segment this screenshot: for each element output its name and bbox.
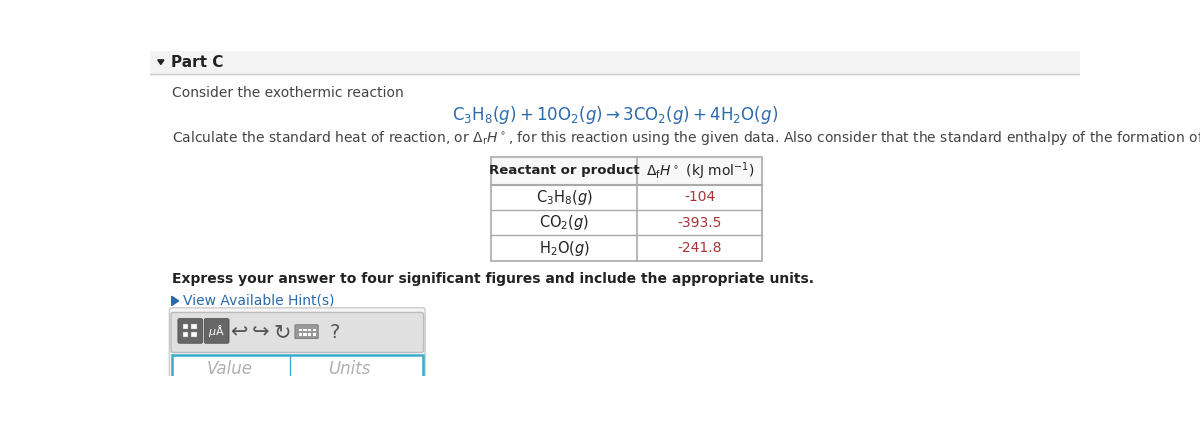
Text: $\mathrm{C_3H_8}(\mathit{g}) + \mathrm{10O_2}(\mathit{g}){\rightarrow}\mathrm{3C: $\mathrm{C_3H_8}(\mathit{g}) + \mathrm{1… <box>452 103 778 126</box>
Text: $\mu\mathrm{\AA}$: $\mu\mathrm{\AA}$ <box>209 323 226 339</box>
Bar <box>313 333 316 335</box>
Polygon shape <box>157 60 164 65</box>
Bar <box>313 329 316 331</box>
Text: -241.8: -241.8 <box>678 241 722 255</box>
FancyBboxPatch shape <box>295 325 318 338</box>
Bar <box>304 329 306 331</box>
Text: -393.5: -393.5 <box>678 216 722 230</box>
Text: $\Delta_\mathrm{f} H^\circ\ \mathrm{(kJ\ mol}^{-1}\mathrm{)}$: $\Delta_\mathrm{f} H^\circ\ \mathrm{(kJ\… <box>646 160 754 181</box>
Polygon shape <box>172 296 179 306</box>
FancyBboxPatch shape <box>170 312 424 352</box>
Bar <box>182 324 188 329</box>
Text: Calculate the standard heat of reaction, or $\Delta_\mathrm{r} H^\circ$, for thi: Calculate the standard heat of reaction,… <box>172 129 1200 147</box>
Text: $\mathrm{C_3H_8}(\mathit{g})$: $\mathrm{C_3H_8}(\mathit{g})$ <box>536 188 593 207</box>
Bar <box>192 324 197 329</box>
Text: ?: ? <box>329 323 340 342</box>
Bar <box>491 157 762 184</box>
Bar <box>182 332 188 338</box>
Bar <box>299 333 302 335</box>
Text: Units: Units <box>328 360 371 378</box>
FancyBboxPatch shape <box>169 308 425 387</box>
Text: Consider the exothermic reaction: Consider the exothermic reaction <box>172 86 403 100</box>
Bar <box>150 51 1080 74</box>
Text: Part C: Part C <box>170 55 223 70</box>
Text: ↪: ↪ <box>251 322 269 343</box>
Text: -104: -104 <box>684 190 715 204</box>
Text: Express your answer to four significant figures and include the appropriate unit: Express your answer to four significant … <box>172 272 814 287</box>
Text: $\mathrm{H_2O}(\mathit{g})$: $\mathrm{H_2O}(\mathit{g})$ <box>539 239 589 258</box>
Bar <box>491 157 762 261</box>
Bar <box>308 329 311 331</box>
Bar <box>172 355 422 382</box>
Bar <box>192 332 197 338</box>
FancyBboxPatch shape <box>204 319 229 343</box>
Bar <box>308 333 311 335</box>
Text: ↩: ↩ <box>229 322 247 343</box>
Text: Reactant or product: Reactant or product <box>488 164 640 177</box>
Text: ↻: ↻ <box>274 322 290 343</box>
Text: View Available Hint(s): View Available Hint(s) <box>184 294 335 308</box>
FancyBboxPatch shape <box>178 319 203 343</box>
Text: $\mathrm{CO_2}(\mathit{g})$: $\mathrm{CO_2}(\mathit{g})$ <box>539 213 589 232</box>
Bar <box>299 329 302 331</box>
Bar <box>304 333 306 335</box>
Text: Value: Value <box>206 360 252 378</box>
